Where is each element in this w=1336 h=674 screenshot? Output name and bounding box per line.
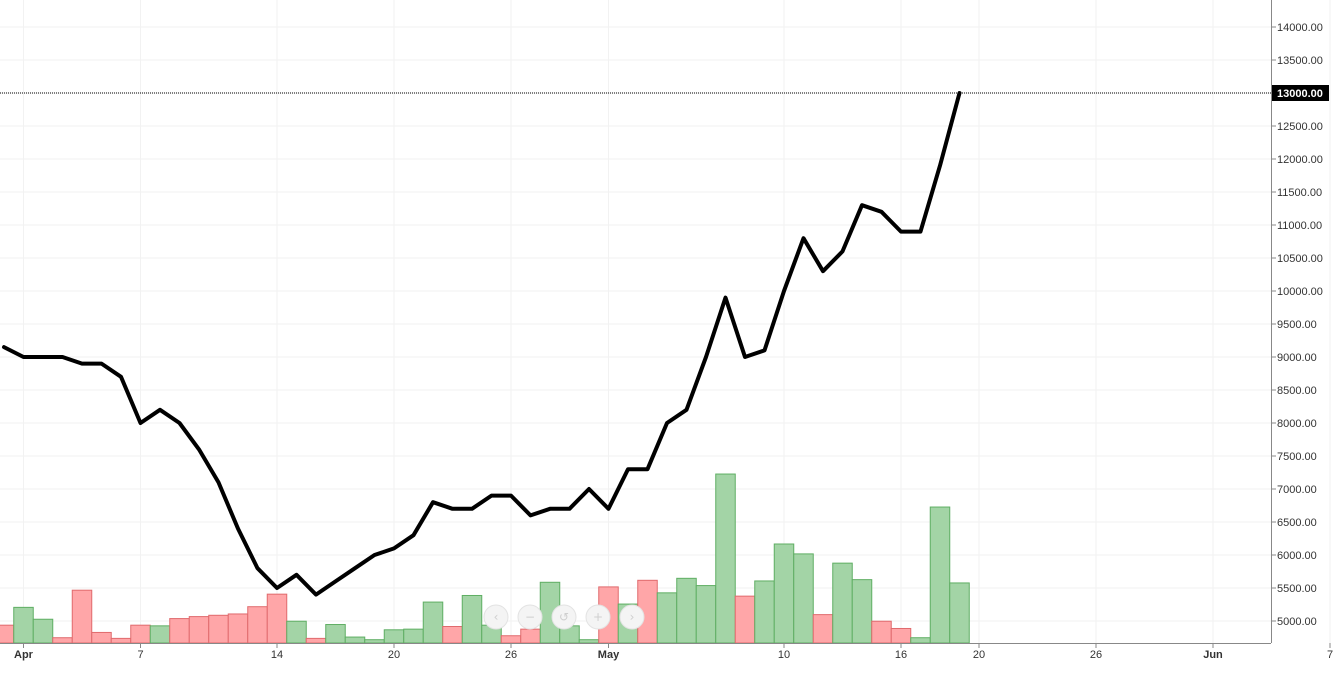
volume-bar xyxy=(266,593,288,644)
volume-bar xyxy=(949,582,970,644)
y-tick-label: 6000.00 xyxy=(1277,550,1317,562)
volume-bar xyxy=(754,580,775,644)
volume-bar xyxy=(32,618,54,644)
volume-bar xyxy=(110,637,132,644)
x-tick-label: 7 xyxy=(137,649,143,661)
y-tick-label: 9000.00 xyxy=(1277,352,1317,364)
x-tick-label: Jun xyxy=(1203,649,1223,661)
volume-bar xyxy=(169,618,190,644)
x-tick-label: 20 xyxy=(388,649,400,661)
chevron-left-icon[interactable]: ‹ xyxy=(483,604,509,630)
y-tick-label: 8000.00 xyxy=(1277,418,1317,430)
volume-bar xyxy=(364,639,385,644)
volume-bar xyxy=(344,636,366,644)
x-tick-label: 7 xyxy=(1327,649,1333,661)
chart-navigation[interactable]: ‹ − ↺ + › xyxy=(483,604,645,630)
x-tick-label: 16 xyxy=(895,649,907,661)
y-tick-label: 12000.00 xyxy=(1277,154,1323,166)
y-tick-label: 6500.00 xyxy=(1277,517,1317,529)
volume-bar xyxy=(715,473,736,644)
y-tick-label: 8500.00 xyxy=(1277,385,1317,397)
volume-bar xyxy=(676,577,697,644)
y-tick-label: 13500.00 xyxy=(1277,55,1323,67)
volume-bar xyxy=(52,637,73,644)
volume-bar xyxy=(871,620,892,644)
zoom-out-icon[interactable]: − xyxy=(517,604,543,630)
volume-bar xyxy=(793,553,814,644)
x-tick-label: 26 xyxy=(1090,649,1102,661)
volume-bar xyxy=(578,639,600,644)
volume-bar xyxy=(442,626,463,644)
chart-axes xyxy=(0,0,1272,644)
svg-text:↺: ↺ xyxy=(559,610,569,624)
volume-bar xyxy=(773,543,795,644)
y-tick-label: 10000.00 xyxy=(1277,286,1323,298)
x-tick-label: 26 xyxy=(505,649,517,661)
x-tick-label: Apr xyxy=(14,649,34,661)
y-tick-label: 10500.00 xyxy=(1277,253,1323,265)
y-tick-label: 5000.00 xyxy=(1277,616,1317,628)
x-tick-label: 10 xyxy=(778,649,790,661)
zoom-in-icon[interactable]: + xyxy=(585,604,611,630)
price-line xyxy=(2,91,962,597)
volume-bar xyxy=(383,629,405,644)
volume-bar xyxy=(520,628,541,644)
volume-bar xyxy=(403,628,424,644)
volume-bar xyxy=(656,592,678,644)
last-price-label: 13000.00 xyxy=(1277,88,1323,100)
y-tick-label: 9500.00 xyxy=(1277,319,1317,331)
volume-bar xyxy=(461,594,483,644)
volume-bar xyxy=(208,614,229,644)
y-tick-label: 7000.00 xyxy=(1277,484,1317,496)
x-tick-label: 14 xyxy=(271,649,283,661)
volume-bar xyxy=(91,631,112,644)
volume-bar xyxy=(890,627,912,644)
svg-text:+: + xyxy=(593,610,603,624)
volume-bar xyxy=(0,624,15,644)
volume-bar xyxy=(130,624,151,644)
volume-bar xyxy=(929,506,951,644)
last-price-marker: 13000.00 xyxy=(0,85,1329,101)
x-axis-labels: Apr7142026May10162026Jun7131723Jul xyxy=(14,643,1333,661)
y-axis-labels: 5000.00 5500.00 6000.00 6500.00 7000.00 7500.… xyxy=(1271,22,1323,628)
volume-bar xyxy=(227,613,249,644)
reset-icon[interactable]: ↺ xyxy=(551,604,577,630)
volume-bar xyxy=(305,637,327,644)
last-price-badge xyxy=(1271,85,1329,101)
volume-bar xyxy=(910,637,931,644)
y-tick-label: 12500.00 xyxy=(1277,121,1323,133)
volume-bar xyxy=(188,616,210,644)
volume-bar xyxy=(149,625,171,644)
volume-bar xyxy=(734,595,756,644)
y-tick-label: 14000.00 xyxy=(1277,22,1323,34)
volume-bar xyxy=(500,635,522,644)
price-line-group xyxy=(2,91,962,597)
y-tick-label: 5500.00 xyxy=(1277,583,1317,595)
y-tick-label: 11000.00 xyxy=(1277,220,1322,232)
y-tick-label: 7500.00 xyxy=(1277,451,1317,463)
chart-grid xyxy=(0,0,1331,643)
y-tick-label: 11500.00 xyxy=(1277,187,1322,199)
x-tick-label: 20 xyxy=(973,649,985,661)
chevron-right-icon[interactable]: › xyxy=(619,604,645,630)
volume-bar xyxy=(812,614,834,644)
x-tick-label: May xyxy=(598,649,620,661)
volume-bar xyxy=(832,562,853,644)
svg-text:›: › xyxy=(630,610,635,624)
volume-bar xyxy=(325,624,346,644)
svg-text:‹: ‹ xyxy=(494,610,499,624)
volume-bar xyxy=(286,620,307,644)
svg-text:−: − xyxy=(525,610,535,624)
volume-bar xyxy=(695,585,717,644)
volume-bar xyxy=(422,601,444,644)
volume-bar xyxy=(851,579,873,644)
volume-bars xyxy=(0,473,970,644)
volume-bar xyxy=(13,606,34,644)
volume-bar xyxy=(247,606,268,644)
volume-bar xyxy=(71,589,93,644)
